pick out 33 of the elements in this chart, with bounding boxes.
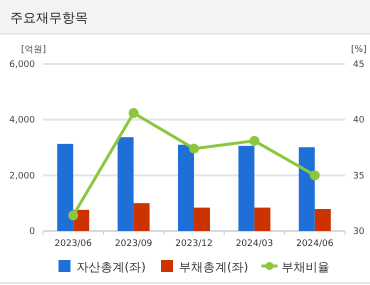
y-tick-label: 0 xyxy=(29,227,36,237)
point xyxy=(310,170,320,180)
bar xyxy=(314,209,331,231)
legend-label: 부채총계(좌) xyxy=(179,260,248,274)
y2-tick-label: 40 xyxy=(353,116,365,126)
bar xyxy=(134,203,150,231)
y2-tick-label: 35 xyxy=(353,171,364,182)
bar xyxy=(238,146,254,231)
x-tick-label: 2023/09 xyxy=(114,239,153,249)
y2-axis-title: [%] xyxy=(351,45,367,55)
y2-tick-label: 45 xyxy=(353,60,364,70)
bar xyxy=(178,144,194,231)
bar xyxy=(298,147,315,231)
bar xyxy=(57,144,74,231)
y2-tick-label: 30 xyxy=(353,227,365,237)
point xyxy=(189,144,199,154)
y-tick-label: 4,000 xyxy=(9,116,36,126)
legend-label: 자산총계(좌) xyxy=(76,260,146,274)
point xyxy=(249,136,260,146)
x-tick-label: 2023/12 xyxy=(175,239,213,249)
x-tick-label: 2024/03 xyxy=(236,239,274,249)
bar xyxy=(194,208,210,231)
x-tick-label: 2023/06 xyxy=(54,239,92,249)
bar xyxy=(118,137,134,231)
y-tick-label: 2,000 xyxy=(9,171,36,182)
point xyxy=(128,108,139,118)
y-tick-label: 6,000 xyxy=(9,60,36,70)
y-axis-title: [억원] xyxy=(21,45,46,55)
x-tick-label: 2024/06 xyxy=(296,239,334,249)
point xyxy=(68,210,78,220)
chart-title: 주요재무항목 xyxy=(10,11,88,26)
bar xyxy=(254,208,270,231)
legend-label: 부채비율 xyxy=(282,260,330,274)
